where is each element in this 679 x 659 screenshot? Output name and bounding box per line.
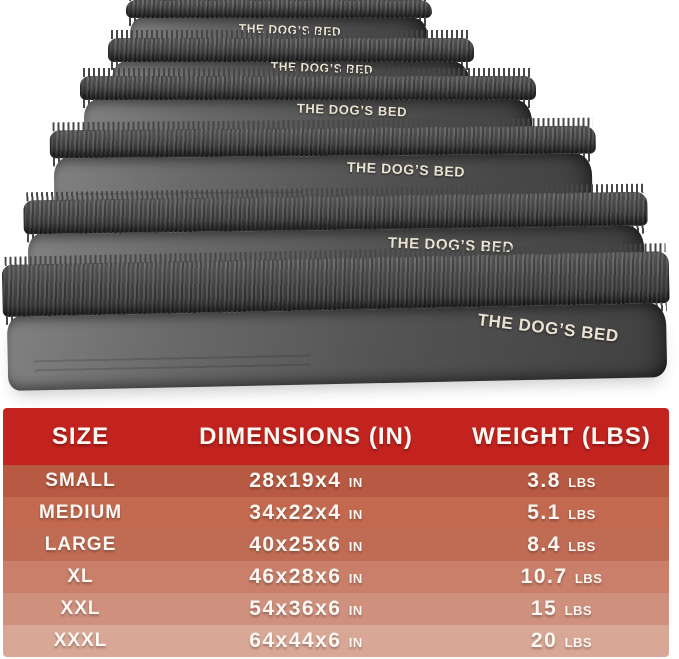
- unit-label: IN: [348, 507, 363, 522]
- unit-label: LBS: [564, 603, 593, 618]
- cell-weight: 5.1 LBS: [527, 501, 596, 524]
- size-chart-table: SIZE DIMENSIONS (IN) WEIGHT (LBS) SMALL …: [3, 408, 669, 657]
- dog-bed-xxxl: THE DOG’S BED: [1, 251, 671, 391]
- cell-dimensions: 64x44x6 IN: [249, 629, 363, 652]
- size-chart-header: SIZE DIMENSIONS (IN) WEIGHT (LBS): [3, 408, 669, 465]
- cell-size: SMALL: [45, 470, 116, 491]
- bed-front-face: [6, 303, 668, 391]
- unit-label: IN: [348, 635, 363, 650]
- cell-weight: 20 LBS: [530, 629, 593, 652]
- cell-dimensions: 28x19x4 IN: [249, 469, 363, 492]
- cell-dimensions: 46x28x6 IN: [249, 565, 363, 588]
- cell-dimensions: 40x25x6 IN: [249, 533, 363, 556]
- cell-weight: 10.7 LBS: [520, 565, 603, 588]
- unit-label: LBS: [568, 507, 596, 522]
- table-row: MEDIUM 34x22x4 IN 5.1 LBS: [3, 497, 669, 529]
- table-row: LARGE 40x25x6 IN 8.4 LBS: [3, 529, 669, 561]
- cell-dimensions: 54x36x6 IN: [249, 597, 363, 620]
- cell-weight: 8.4 LBS: [527, 533, 596, 556]
- cell-dimensions: 34x22x4 IN: [249, 501, 363, 524]
- bed-fur-top: [126, 0, 432, 26]
- table-row: SMALL 28x19x4 IN 3.8 LBS: [3, 465, 669, 497]
- cell-size: MEDIUM: [38, 502, 123, 523]
- cell-size: XL: [67, 566, 94, 587]
- table-row: XL 46x28x6 IN 10.7 LBS: [3, 561, 669, 593]
- unit-label: LBS: [574, 571, 603, 586]
- unit-label: LBS: [564, 635, 593, 650]
- unit-label: LBS: [568, 475, 596, 490]
- unit-label: IN: [348, 539, 363, 554]
- bed-stack-photo: THE DOG’S BED THE DOG’S BED THE DOG’S BE…: [0, 0, 679, 403]
- cell-size: LARGE: [44, 534, 117, 555]
- unit-label: IN: [348, 603, 363, 618]
- unit-label: IN: [348, 571, 363, 586]
- table-row: XXXL 64x44x6 IN 20 LBS: [3, 625, 669, 657]
- cell-weight: 15 LBS: [530, 597, 593, 620]
- unit-label: LBS: [568, 539, 596, 554]
- header-cell-size: SIZE: [51, 422, 110, 450]
- bed-fur-top: [108, 30, 474, 70]
- header-cell-weight: WEIGHT (LBS): [472, 422, 651, 450]
- bed-fur-top: [80, 68, 536, 108]
- cell-size: XXL: [60, 598, 101, 619]
- cell-size: XXXL: [53, 630, 108, 651]
- table-row: XXL 54x36x6 IN 15 LBS: [3, 593, 669, 625]
- unit-label: IN: [348, 475, 363, 490]
- header-cell-dimensions: DIMENSIONS (IN): [199, 422, 413, 450]
- cell-weight: 3.8 LBS: [527, 469, 596, 492]
